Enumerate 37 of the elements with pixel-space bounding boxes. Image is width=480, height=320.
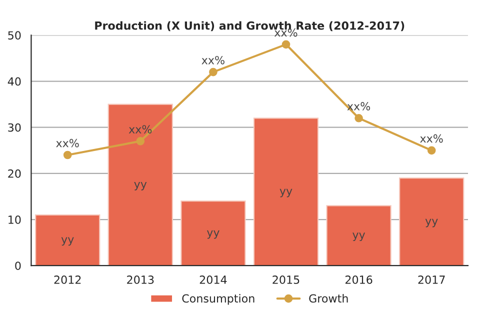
bar [253,118,319,266]
x-tick-label: 2016 [345,276,372,284]
data-label: xx% [202,56,224,64]
y-tick-label: 10 [8,215,21,224]
data-label: xx% [56,138,79,148]
y-tick-label: 20 [8,169,21,178]
legend-label: Consumption [182,294,254,305]
legend-label: Growth [309,294,348,303]
point [282,40,290,49]
y-tick-label: 30 [8,123,21,132]
data-label: yy [352,232,366,242]
y-tick-label: 40 [8,77,21,86]
data-label: yy [206,230,220,239]
data-label: yy [134,182,147,190]
point [427,146,436,155]
data-label: xx% [420,134,443,143]
x-tick-label: 2012 [54,276,81,284]
y-tick-label: 50 [8,31,21,40]
bar [326,205,392,266]
x-tick-label: 2015 [272,276,300,284]
x-tick-label: 2017 [418,276,445,284]
point [136,137,145,146]
point [209,68,218,76]
bar [108,104,173,266]
x-tick-label: 2014 [200,276,227,284]
bar [399,177,464,266]
point [63,150,72,160]
data-label: yy [425,218,438,228]
data-label: yy [61,237,74,246]
bar [35,214,100,266]
data-label: xx% [347,102,370,110]
bar [180,200,246,266]
point [354,114,363,122]
x-tick-label: 2013 [127,276,154,284]
data-label: xx% [128,125,152,134]
data-label: yy [280,188,292,198]
y-tick-label: 0 [15,262,21,270]
